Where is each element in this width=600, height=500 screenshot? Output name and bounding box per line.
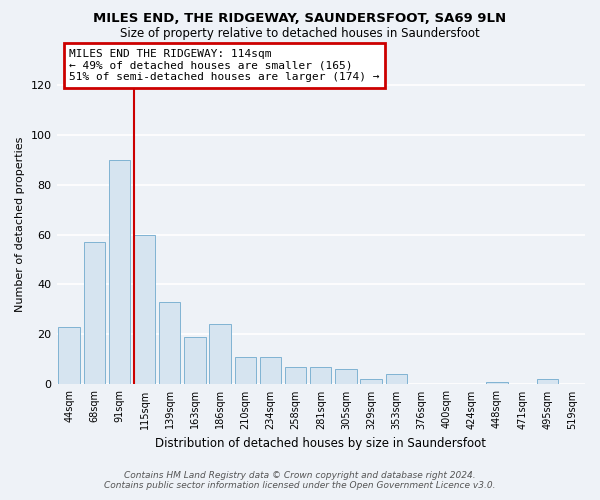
Bar [361, 380, 382, 384]
Bar [536, 380, 558, 384]
Bar [184, 337, 206, 384]
X-axis label: Distribution of detached houses by size in Saundersfoot: Distribution of detached houses by size … [155, 437, 486, 450]
Y-axis label: Number of detached properties: Number of detached properties [15, 137, 25, 312]
Bar [285, 367, 307, 384]
Bar [109, 160, 130, 384]
Bar [310, 367, 331, 384]
Bar [335, 370, 356, 384]
Bar [386, 374, 407, 384]
Text: Contains HM Land Registry data © Crown copyright and database right 2024.
Contai: Contains HM Land Registry data © Crown c… [104, 470, 496, 490]
Text: MILES END, THE RIDGEWAY, SAUNDERSFOOT, SA69 9LN: MILES END, THE RIDGEWAY, SAUNDERSFOOT, S… [94, 12, 506, 26]
Bar [134, 234, 155, 384]
Text: Size of property relative to detached houses in Saundersfoot: Size of property relative to detached ho… [120, 28, 480, 40]
Bar [260, 357, 281, 384]
Bar [235, 357, 256, 384]
Bar [58, 327, 80, 384]
Bar [209, 324, 231, 384]
Text: MILES END THE RIDGEWAY: 114sqm
← 49% of detached houses are smaller (165)
51% of: MILES END THE RIDGEWAY: 114sqm ← 49% of … [69, 49, 380, 82]
Bar [159, 302, 181, 384]
Bar [486, 382, 508, 384]
Bar [83, 242, 105, 384]
